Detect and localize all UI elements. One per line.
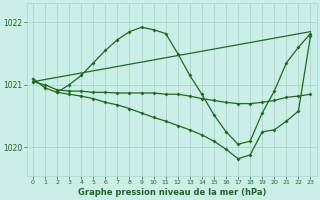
X-axis label: Graphe pression niveau de la mer (hPa): Graphe pression niveau de la mer (hPa) [77, 188, 266, 197]
